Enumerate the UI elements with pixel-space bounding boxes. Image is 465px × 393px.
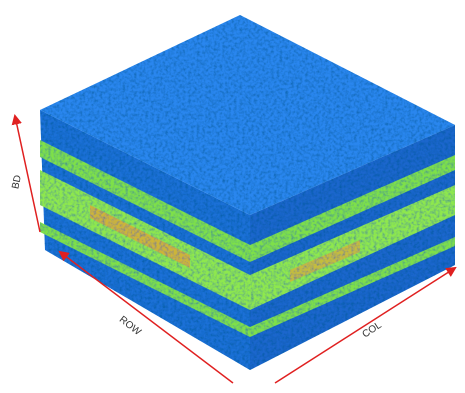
row-label: ROW (117, 314, 143, 338)
volume-rendering: BD ROW COL (0, 0, 465, 393)
col-label: COL (360, 320, 384, 341)
bd-label: BD (10, 174, 24, 190)
volume-block (40, 15, 455, 370)
page: {"axes": {"bd": "BD", "row": "ROW", "col… (0, 0, 465, 393)
bd-arrow (15, 116, 40, 232)
